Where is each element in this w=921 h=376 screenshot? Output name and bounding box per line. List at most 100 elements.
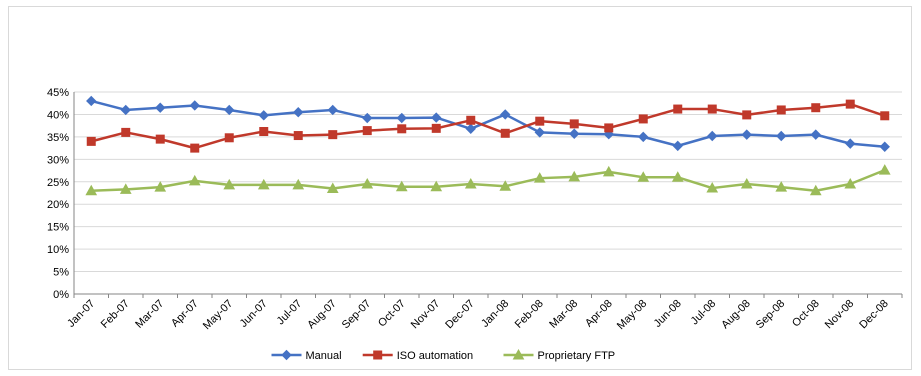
- data-point-iso-automation: [155, 134, 165, 144]
- data-point-manual: [431, 112, 442, 123]
- y-tick-label: 45%: [47, 87, 69, 99]
- data-point-proprietary-ftp: [464, 177, 477, 189]
- data-point-proprietary-ftp: [154, 181, 167, 192]
- data-point-proprietary-ftp: [430, 180, 443, 192]
- y-tick-label: 30%: [47, 154, 69, 166]
- data-point-iso-automation: [328, 130, 338, 140]
- data-point-proprietary-ftp: [188, 174, 201, 186]
- data-point-proprietary-ftp: [602, 165, 615, 177]
- data-point-proprietary-ftp: [671, 171, 684, 182]
- x-tick-label: Sep-08: [754, 298, 788, 332]
- x-tick-label: Mar-07: [133, 298, 166, 331]
- x-tick-label: Nov-07: [409, 298, 443, 332]
- data-point-proprietary-ftp: [878, 164, 891, 175]
- data-point-manual: [465, 123, 476, 135]
- data-point-iso-automation: [397, 124, 407, 134]
- data-point-iso-automation: [121, 127, 131, 137]
- chart-frame: 0% 5% 10% 15% 20% 25% 30% 35% 40% 45% Jan-07 Feb-0…: [8, 6, 912, 370]
- data-point-proprietary-ftp: [706, 182, 719, 193]
- data-point-manual: [638, 131, 649, 143]
- data-point-iso-automation: [500, 128, 510, 138]
- data-point-iso-automation: [673, 104, 683, 114]
- data-point-proprietary-ftp: [395, 180, 408, 192]
- data-point-manual: [189, 100, 200, 111]
- data-point-proprietary-ftp: [844, 177, 857, 189]
- data-point-iso-automation: [466, 115, 476, 125]
- data-point-proprietary-ftp: [637, 171, 650, 182]
- data-point-proprietary-ftp: [361, 177, 374, 189]
- x-tick-label: Jan-07: [65, 298, 97, 330]
- x-tick-label: Jun-07: [238, 298, 270, 330]
- x-tick-label: Aug-07: [305, 298, 339, 332]
- x-tick-label: Jul-07: [275, 298, 305, 328]
- y-tick-label: 40%: [47, 109, 69, 121]
- x-tick-label: Nov-08: [823, 298, 857, 332]
- data-point-proprietary-ftp: [257, 178, 270, 190]
- data-point-iso-automation: [224, 133, 234, 143]
- legend-marker-manual: [281, 349, 292, 361]
- data-point-iso-automation: [880, 111, 890, 121]
- x-tick-label: Jun-08: [652, 298, 684, 330]
- legend-label-proprietary-ftp: Proprietary FTP: [538, 350, 616, 362]
- x-tick-label: Dec-08: [857, 298, 891, 332]
- data-point-proprietary-ftp: [326, 182, 339, 194]
- data-point-iso-automation: [604, 123, 614, 133]
- series-lines: [85, 95, 891, 196]
- data-point-manual: [396, 112, 407, 124]
- legend-label-iso-automation: ISO automation: [397, 350, 473, 362]
- y-tick-label: 25%: [47, 177, 69, 189]
- data-point-manual: [672, 140, 683, 152]
- data-point-iso-automation: [190, 143, 200, 153]
- y-tick-label: 0%: [53, 289, 69, 301]
- data-point-manual: [500, 109, 511, 120]
- x-tick-label: Oct-07: [376, 298, 408, 330]
- data-point-iso-automation: [845, 99, 855, 109]
- data-point-iso-automation: [742, 110, 752, 120]
- data-point-manual: [120, 104, 131, 116]
- y-tick-label: 10%: [47, 244, 69, 256]
- data-point-manual: [224, 104, 235, 116]
- x-tick-label: Oct-08: [790, 298, 822, 330]
- data-point-iso-automation: [776, 105, 786, 115]
- data-point-manual: [534, 127, 545, 138]
- x-tick-label: Jan-08: [479, 298, 511, 330]
- data-point-iso-automation: [86, 136, 96, 146]
- x-tick-label: Feb-07: [99, 298, 132, 331]
- data-point-proprietary-ftp: [775, 181, 788, 192]
- data-point-manual: [810, 129, 821, 140]
- data-point-iso-automation: [535, 116, 545, 126]
- x-tick-labels: Jan-07 Feb-07 Mar-07 Apr-07 May-07 Jun-07 Jul-…: [65, 298, 891, 332]
- data-point-manual: [707, 130, 718, 142]
- data-point-manual: [879, 141, 890, 152]
- data-point-manual: [86, 95, 97, 107]
- data-point-proprietary-ftp: [223, 178, 236, 190]
- y-tick-label: 35%: [47, 132, 69, 144]
- data-point-iso-automation: [362, 126, 372, 136]
- y-tick-labels: 0% 5% 10% 15% 20% 25% 30% 35% 40% 45%: [47, 87, 69, 301]
- x-tick-label: Jul-08: [689, 298, 719, 328]
- legend-label-manual: Manual: [306, 350, 342, 362]
- x-tick-label: Apr-07: [169, 298, 201, 330]
- data-point-manual: [327, 104, 338, 116]
- x-tick-label: Sep-07: [340, 298, 374, 332]
- data-point-manual: [362, 112, 373, 124]
- x-tick-label: Dec-07: [443, 298, 477, 332]
- series-line-manual: [90, 99, 885, 149]
- legend-marker-proprietary-ftp: [512, 348, 525, 360]
- data-point-proprietary-ftp: [533, 172, 546, 183]
- legend: Manual ISO automation Proprietary FTP: [271, 348, 616, 362]
- data-point-proprietary-ftp: [809, 184, 822, 196]
- data-point-iso-automation: [638, 114, 648, 124]
- data-point-proprietary-ftp: [740, 177, 753, 189]
- data-point-proprietary-ftp: [119, 183, 132, 194]
- x-tick-label: Apr-08: [583, 298, 615, 330]
- x-tick-label: May-08: [615, 298, 649, 332]
- data-point-manual: [155, 102, 166, 113]
- x-tick-label: May-07: [201, 298, 235, 332]
- y-tick-label: 20%: [47, 199, 69, 211]
- data-point-iso-automation: [811, 103, 821, 113]
- data-point-iso-automation: [569, 119, 579, 129]
- series-line-iso-automation: [90, 102, 886, 150]
- x-tick-label: Aug-08: [719, 298, 753, 332]
- x-tick-label: Feb-08: [513, 298, 546, 331]
